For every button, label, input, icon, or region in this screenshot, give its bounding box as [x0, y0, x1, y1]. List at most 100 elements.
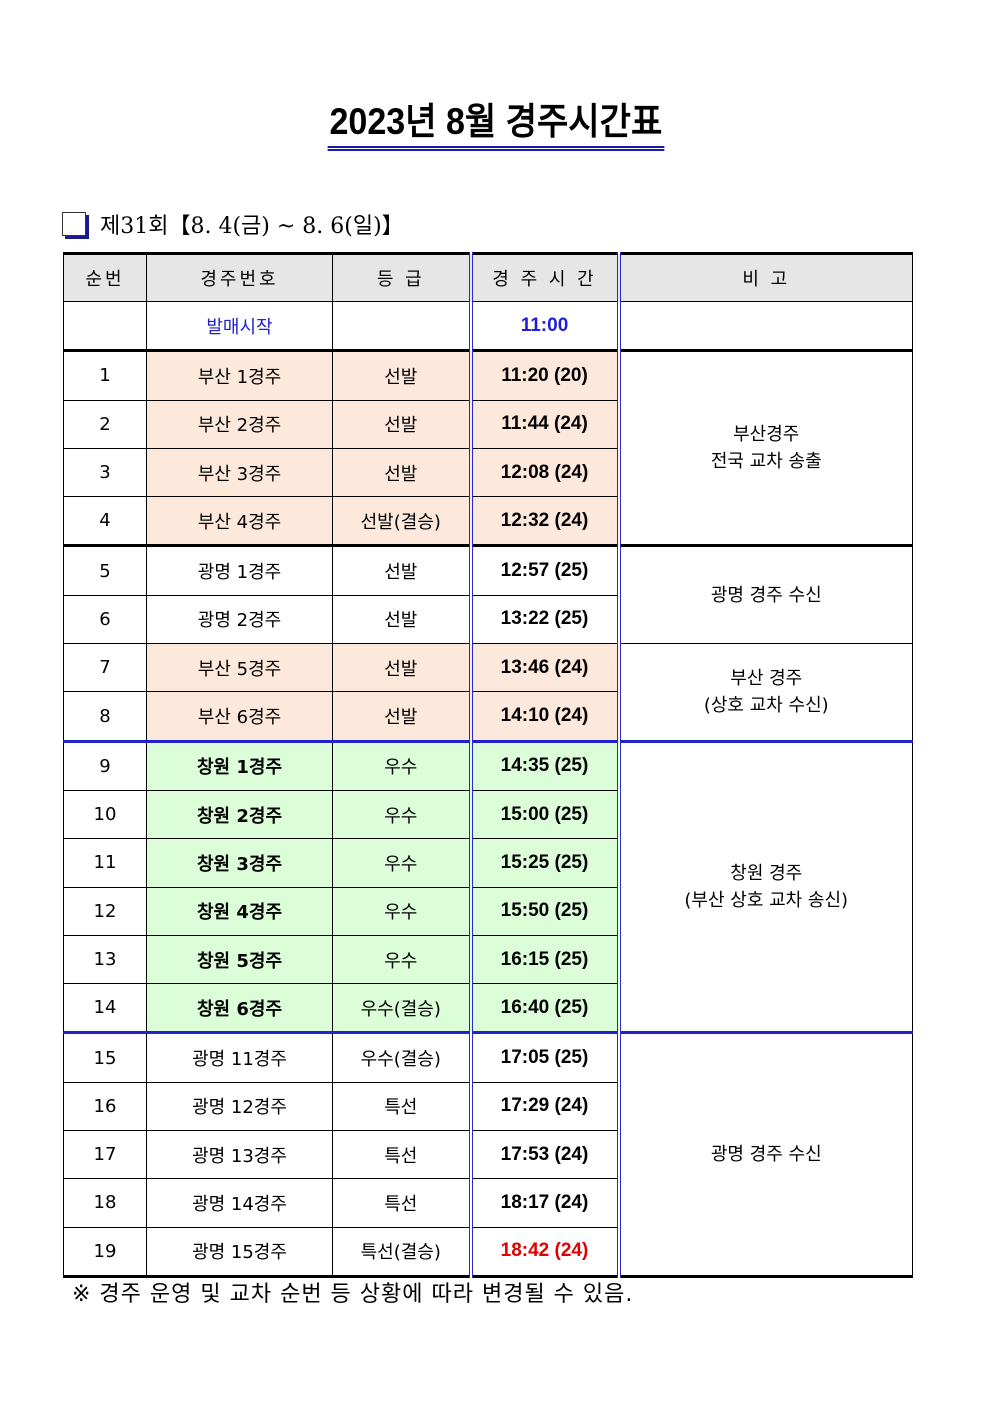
race-name: 부산 2경주: [146, 399, 333, 449]
table-row: 6 광명 2경주 선발 13:22 (25): [63, 594, 913, 645]
race-no: 10: [63, 789, 147, 840]
race-no: 11: [63, 838, 147, 888]
race-time: 12:57 (25): [470, 545, 621, 596]
table-row: 5 광명 1경주 선발 12:57 (25) 광명 경주 수신: [63, 545, 913, 645]
table-row: 17 광명 13경주 특선 17:53 (24): [63, 1130, 913, 1180]
race-schedule-table: 순번 경주번호 등 급 경 주 시 간 비 고 발매시작 11:00 1 부산 1…: [63, 252, 913, 1278]
race-no: 13: [63, 934, 147, 985]
race-no: 19: [63, 1226, 147, 1278]
race-name: 광명 1경주: [146, 545, 333, 596]
race-no: 14: [63, 983, 147, 1035]
race-no: 3: [63, 447, 147, 498]
header-race: 경주번호: [146, 252, 333, 302]
remarks-cell: 부산 경주 (상호 교차 수신): [618, 643, 913, 743]
race-name: 창원 4경주: [146, 886, 333, 936]
footnote: ※ 경주 운영 및 교차 순번 등 상황에 따라 변경될 수 있음.: [72, 1282, 634, 1307]
race-time: 14:35 (25): [470, 740, 621, 791]
race-grade: 우수(결승): [332, 1032, 473, 1083]
race-time: 17:53 (24): [470, 1130, 621, 1180]
race-grade: 특선(결승): [332, 1226, 473, 1278]
race-no: 8: [63, 691, 147, 743]
table-row: 15 광명 11경주 우수(결승) 17:05 (25) 광명 경주 수신: [63, 1032, 913, 1278]
race-name: 창원 5경주: [146, 934, 333, 985]
sale-start-label: 발매시작: [146, 300, 333, 353]
race-time: 11:20 (20): [470, 350, 621, 401]
race-no: 5: [63, 545, 147, 596]
race-name: 부산 3경주: [146, 447, 333, 498]
table-row: 4 부산 4경주 선발(결승) 12:32 (24): [63, 496, 913, 548]
race-no: 9: [63, 740, 147, 791]
race-grade: 우수: [332, 934, 473, 985]
race-grade: 특선: [332, 1081, 473, 1132]
race-name: 부산 1경주: [146, 350, 333, 401]
race-time: 15:50 (25): [470, 886, 621, 936]
race-time: 16:15 (25): [470, 934, 621, 985]
race-no: 18: [63, 1178, 147, 1228]
header-row: 순번 경주번호 등 급 경 주 시 간 비 고: [63, 252, 913, 302]
race-grade: 우수: [332, 838, 473, 888]
race-grade: 선발(결승): [332, 496, 473, 548]
remarks-cell: 부산경주 전국 교차 송출: [618, 350, 913, 548]
remarks-cell: 광명 경주 수신: [618, 545, 913, 645]
race-grade: 우수: [332, 789, 473, 840]
remarks-cell: 광명 경주 수신: [618, 1032, 913, 1278]
race-name: 부산 5경주: [146, 643, 333, 693]
race-name: 부산 6경주: [146, 691, 333, 743]
race-time: 13:46 (24): [470, 643, 621, 693]
table-row: 10 창원 2경주 우수 15:00 (25): [63, 789, 913, 840]
race-time: 17:29 (24): [470, 1081, 621, 1132]
race-grade: 선발: [332, 643, 473, 693]
table-row: 14 창원 6경주 우수(결승) 16:40 (25): [63, 983, 913, 1035]
race-name: 광명 14경주: [146, 1178, 333, 1228]
race-no: 12: [63, 886, 147, 936]
race-no: 4: [63, 496, 147, 548]
table-row: 12 창원 4경주 우수 15:50 (25): [63, 886, 913, 936]
header-time: 경 주 시 간: [470, 252, 621, 302]
sale-start-remarks: [618, 300, 913, 353]
race-time: 15:00 (25): [470, 789, 621, 840]
sale-start-no: [63, 300, 147, 353]
table-row: 9 창원 1경주 우수 14:35 (25) 창원 경주 (부산 상호 교차 송신): [63, 740, 913, 1035]
table-row: 8 부산 6경주 선발 14:10 (24): [63, 691, 913, 743]
table-row: 19 광명 15경주 특선(결승) 18:42 (24): [63, 1226, 913, 1278]
header-grade: 등 급: [332, 252, 473, 302]
race-no: 16: [63, 1081, 147, 1132]
race-time: 16:40 (25): [470, 983, 621, 1035]
table-row: 13 창원 5경주 우수 16:15 (25): [63, 934, 913, 985]
race-name: 창원 1경주: [146, 740, 333, 791]
race-grade: 우수(결승): [332, 983, 473, 1035]
table-row: 1 부산 1경주 선발 11:20 (20) 부산경주 전국 교차 송출: [63, 350, 913, 548]
sale-start-row: 발매시작 11:00: [63, 300, 913, 353]
race-time: 12:32 (24): [470, 496, 621, 548]
race-name: 창원 3경주: [146, 838, 333, 888]
race-grade: 선발: [332, 545, 473, 596]
table-row: 3 부산 3경주 선발 12:08 (24): [63, 447, 913, 498]
race-no: 15: [63, 1032, 147, 1083]
race-name: 광명 12경주: [146, 1081, 333, 1132]
race-no: 7: [63, 643, 147, 693]
table-row: 2 부산 2경주 선발 11:44 (24): [63, 399, 913, 449]
table-row: 11 창원 3경주 우수 15:25 (25): [63, 838, 913, 888]
race-grade: 선발: [332, 447, 473, 498]
race-grade: 선발: [332, 691, 473, 743]
table-row: 18 광명 14경주 특선 18:17 (24): [63, 1178, 913, 1228]
race-name: 창원 2경주: [146, 789, 333, 840]
race-grade: 선발: [332, 399, 473, 449]
race-time: 15:25 (25): [470, 838, 621, 888]
race-time: 11:44 (24): [470, 399, 621, 449]
header-remarks: 비 고: [618, 252, 913, 302]
race-time: 17:05 (25): [470, 1032, 621, 1083]
race-time: 18:42 (24): [470, 1226, 621, 1278]
table-row: 7 부산 5경주 선발 13:46 (24) 부산 경주 (상호 교차 수신): [63, 643, 913, 743]
sale-start-grade: [332, 300, 473, 353]
race-name: 광명 13경주: [146, 1130, 333, 1180]
race-grade: 특선: [332, 1130, 473, 1180]
race-name: 광명 11경주: [146, 1032, 333, 1083]
page-title: 2023년 8월 경주시간표: [0, 100, 992, 151]
section-heading: 제31회【8. 4(금) ~ 8. 6(일)】: [62, 208, 404, 240]
checkbox-square-icon: [62, 212, 86, 236]
race-name: 부산 4경주: [146, 496, 333, 548]
race-no: 2: [63, 399, 147, 449]
race-no: 17: [63, 1130, 147, 1180]
sale-start-time: 11:00: [470, 300, 621, 353]
